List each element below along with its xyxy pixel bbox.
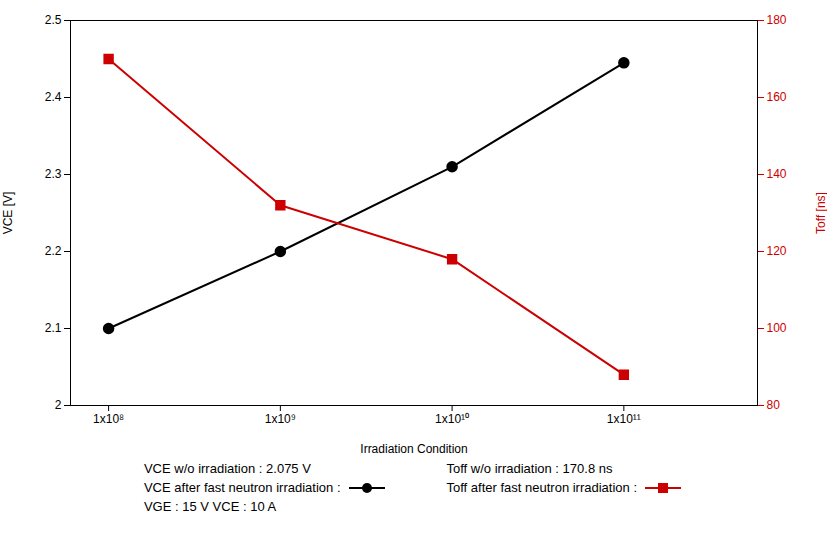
svg-text:100: 100 [767, 321, 787, 335]
svg-text:1x10¹¹: 1x10¹¹ [607, 412, 641, 426]
svg-text:1x10⁸: 1x10⁸ [93, 412, 124, 426]
svg-text:2.4: 2.4 [45, 90, 62, 104]
svg-text:80: 80 [767, 398, 781, 412]
svg-text:2.1: 2.1 [45, 321, 62, 335]
svg-text:160: 160 [767, 90, 787, 104]
svg-text:2.5: 2.5 [45, 13, 62, 27]
svg-text:2.3: 2.3 [45, 167, 62, 181]
svg-text:2.2: 2.2 [45, 244, 62, 258]
html-text:Toff after fast neutron irradi: Toff after fast neutron irradiation : [446, 480, 637, 495]
svg-text:1x10¹⁰: 1x10¹⁰ [435, 412, 469, 426]
svg-text:120: 120 [767, 244, 787, 258]
html-text:VGE : 15 V VCE : 10 A: VGE : 15 V VCE : 10 A [144, 499, 277, 514]
html-text:VCE after fast neutron irradia: VCE after fast neutron irradiation : [144, 480, 341, 495]
svg-text:1x10⁹: 1x10⁹ [265, 412, 296, 426]
svg-text:2: 2 [55, 398, 62, 412]
svg-text:140: 140 [767, 167, 787, 181]
svg-text:Irradiation Condition: Irradiation Condition [360, 442, 467, 456]
svg-text:VCE [V]: VCE [V] [1, 192, 15, 235]
svg-text:Toff [ns]: Toff [ns] [814, 192, 827, 234]
html-text:VCE w/o irradiation : 2.075 V: VCE w/o irradiation : 2.075 V [144, 461, 311, 476]
html-text:Toff w/o irradiation : 170.8 n: Toff w/o irradiation : 170.8 ns [446, 461, 613, 476]
svg-text:180: 180 [767, 13, 787, 27]
